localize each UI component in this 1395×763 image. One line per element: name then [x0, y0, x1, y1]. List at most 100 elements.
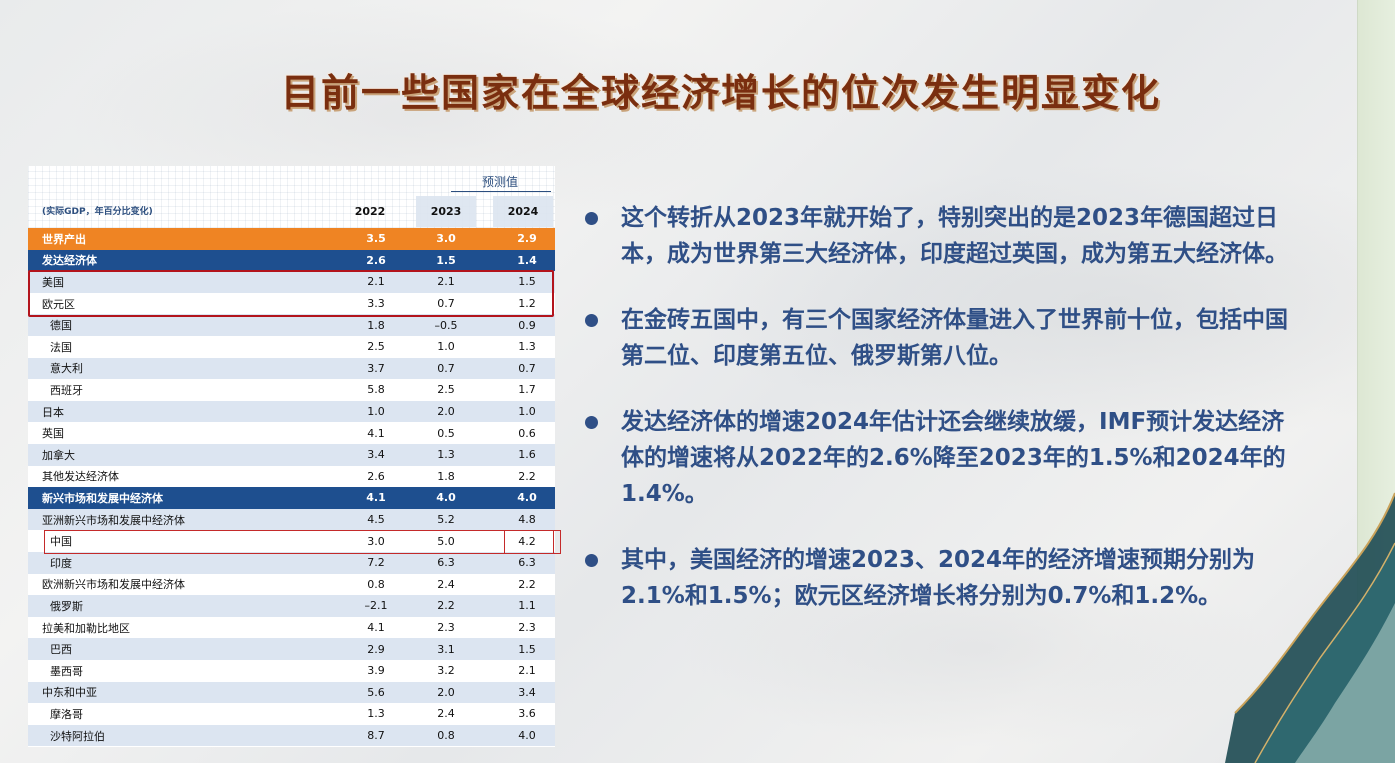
table-row: 摩洛哥 1.3 2.4 3.6: [28, 703, 555, 726]
table-row: 发达经济体 2.6 1.5 1.4: [28, 249, 555, 273]
cell-2024: 2.2: [518, 577, 536, 591]
cell-2024: 1.1: [518, 599, 536, 613]
cell-2024: 0.9: [518, 318, 536, 332]
cell-2022: 7.2: [367, 556, 385, 570]
row-label: 欧元区: [42, 297, 75, 311]
gdp-growth-table: 预测值 (实际GDP，年百分比变化) 2022 2023 2024 世界产出 3.…: [28, 166, 561, 748]
cell-2022: 3.9: [367, 664, 385, 678]
table-row: 日本 1.0 2.0 1.0: [28, 400, 555, 424]
table-row: 亚洲新兴市场和发展中经济体 4.5 5.2 4.8: [28, 508, 555, 532]
table-row: 世界产出 3.5 3.0 2.9: [28, 228, 555, 251]
table-row: 沙特阿拉伯 8.7 0.8 4.0: [28, 724, 555, 748]
table-row: 意大利 3.7 0.7 0.7: [28, 357, 555, 381]
cell-2022: 1.0: [367, 405, 385, 419]
highlight-box-us-euro: [28, 270, 554, 317]
row-label: 世界产出: [42, 232, 86, 246]
cell-2023: 2.2: [437, 599, 455, 613]
cell-2023: –0.5: [434, 318, 458, 332]
cell-2023: 2.4: [437, 577, 455, 591]
cell-2024: 1.6: [518, 448, 536, 462]
ink-wave-decoration: [1225, 492, 1395, 763]
cell-2023: 0.8: [437, 729, 455, 743]
forecast-label: 预测值: [481, 175, 518, 189]
cell-2022: 5.8: [367, 383, 385, 397]
row-label: 日本: [42, 405, 64, 419]
table-row: 中国 3.0 5.0 4.2: [28, 530, 555, 553]
table-row: 墨西哥 3.9 3.2 2.1: [28, 660, 555, 683]
table-row: 西班牙 5.8 2.5 1.7: [28, 379, 555, 402]
cell-2024: 1.5: [518, 642, 536, 656]
cell-2023: 2.3: [437, 621, 455, 635]
row-label: 法国: [50, 340, 72, 354]
bullet-dot-icon: [585, 554, 598, 567]
cell-2022: 4.1: [367, 426, 385, 440]
cell-2024: 6.3: [518, 556, 536, 570]
cell-2024: 1.5: [518, 275, 536, 289]
row-label: 其他发达经济体: [42, 470, 119, 484]
table-row: 德国 1.8 –0.5 0.9: [28, 314, 555, 337]
row-label: 加拿大: [42, 448, 75, 462]
cell-2024: 2.2: [518, 469, 536, 483]
cell-2022: 2.5: [367, 340, 385, 354]
table-row: 加拿大 3.4 1.3 1.6: [28, 444, 555, 467]
header-year-2023: 2023: [416, 196, 476, 227]
cell-2023: 2.0: [437, 685, 455, 699]
cell-2024: 1.4: [517, 253, 537, 267]
cell-2022: 3.5: [366, 232, 386, 246]
cell-2023: 1.5: [436, 253, 456, 267]
row-label: 亚洲新兴市场和发展中经济体: [42, 513, 185, 527]
bullet-item: 这个转折从2023年就开始了，特别突出的是2023年德国超过日本，成为世界第三大…: [585, 200, 1305, 272]
cell-2022: 3.0: [367, 534, 385, 548]
table-row: 其他发达经济体 2.6 1.8 2.2: [28, 465, 555, 489]
row-label: 新兴市场和发展中经济体: [42, 491, 163, 505]
header-year-2024: 2024: [493, 196, 553, 227]
cell-2024: 1.2: [518, 297, 536, 311]
row-label: 中国: [50, 535, 72, 549]
bullet-dot-icon: [585, 212, 598, 225]
cell-2023: 1.3: [437, 448, 455, 462]
cell-2022: 3.3: [367, 297, 385, 311]
cell-2022: 1.8: [367, 318, 385, 332]
forecast-underline: [451, 191, 551, 192]
table-row: 巴西 2.9 3.1 1.5: [28, 638, 555, 661]
cell-2022: 4.1: [366, 491, 386, 505]
cell-2022: 2.6: [367, 469, 385, 483]
table-row: 印度 7.2 6.3 6.3: [28, 552, 555, 575]
cell-2023: 0.7: [437, 361, 455, 375]
cell-2023: 0.5: [437, 426, 455, 440]
row-label: 摩洛哥: [50, 707, 83, 721]
row-label: 中东和中亚: [42, 686, 97, 700]
cell-2022: 2.1: [367, 275, 385, 289]
row-label: 意大利: [50, 362, 83, 376]
row-label: 墨西哥: [50, 664, 83, 678]
bullet-dot-icon: [585, 416, 598, 429]
row-label: 西班牙: [50, 383, 83, 397]
cell-2022: 8.7: [367, 729, 385, 743]
table-row: 俄罗斯 –2.1 2.2 1.1: [28, 595, 555, 618]
bullet-text: 在金砖五国中，有三个国家经济体量进入了世界前十位，包括中国第二位、印度第五位、俄…: [621, 307, 1288, 369]
cell-2023: 6.3: [437, 556, 455, 570]
row-label: 欧洲新兴市场和发展中经济体: [42, 578, 185, 592]
cell-2022: 5.6: [367, 685, 385, 699]
cell-2023: 3.2: [437, 664, 455, 678]
cell-2023: 3.0: [436, 232, 456, 246]
bullet-item: 在金砖五国中，有三个国家经济体量进入了世界前十位，包括中国第二位、印度第五位、俄…: [585, 302, 1305, 374]
cell-2024: 1.0: [518, 405, 536, 419]
bullet-text: 这个转折从2023年就开始了，特别突出的是2023年德国超过日本，成为世界第三大…: [621, 205, 1288, 267]
table-row: 欧洲新兴市场和发展中经济体 0.8 2.4 2.2: [28, 573, 555, 597]
cell-2024: 1.7: [518, 383, 536, 397]
cell-2023: 2.0: [437, 405, 455, 419]
table-row: 中东和中亚 5.6 2.0 3.4: [28, 681, 555, 705]
cell-2024: 3.4: [518, 685, 536, 699]
cell-2024: 3.6: [518, 707, 536, 721]
cell-2023: 0.7: [437, 297, 455, 311]
bullet-item: 发达经济体的增速2024年估计还会继续放缓，IMF预计发达经济体的增速将从202…: [585, 404, 1305, 512]
cell-2023: 4.0: [436, 491, 456, 505]
highlight-box-china: [44, 530, 561, 554]
cell-2024: 2.9: [517, 232, 537, 246]
cell-2024: 2.1: [518, 664, 536, 678]
cell-2022: 4.5: [367, 513, 385, 527]
cell-2024: 4.0: [518, 729, 536, 743]
row-label: 德国: [50, 319, 72, 333]
cell-2024: 0.6: [518, 426, 536, 440]
